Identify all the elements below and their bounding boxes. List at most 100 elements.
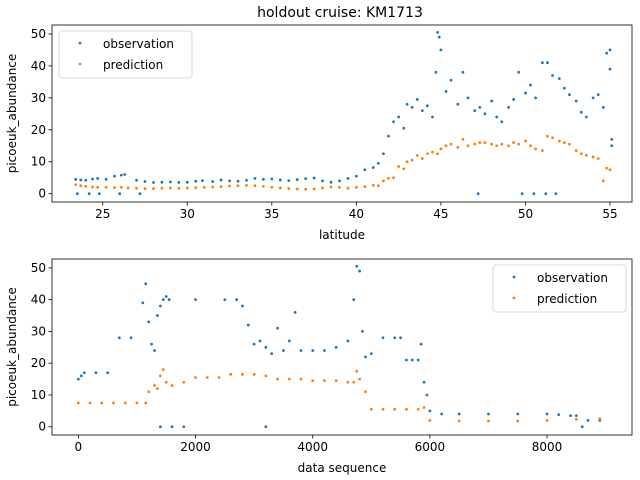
bottom-observation-point <box>235 298 238 302</box>
top-prediction-point <box>253 184 257 188</box>
top-prediction-point <box>278 186 282 190</box>
top-prediction-point <box>219 185 223 189</box>
top-prediction-point <box>270 185 274 189</box>
top-prediction-point <box>321 186 324 190</box>
bottom-observation-point <box>358 269 361 273</box>
bottom-observation-point <box>393 336 397 340</box>
top-observation-point <box>431 115 434 119</box>
top-observation-point <box>591 96 595 100</box>
top-observation-point <box>478 106 482 109</box>
bottom-observation-point <box>586 418 590 422</box>
top-observation-point <box>312 176 316 180</box>
top-prediction-point <box>466 144 470 148</box>
top-xtick-label: 55 <box>602 207 617 221</box>
top-prediction-point <box>236 184 240 188</box>
top-observation-point <box>236 179 240 183</box>
top-observation-point <box>123 173 127 176</box>
top-observation-point <box>601 106 605 109</box>
bottom-prediction-point <box>123 401 127 405</box>
top-observation-point <box>436 30 439 34</box>
top-observation-point <box>118 192 122 196</box>
top-observation-point <box>397 115 401 119</box>
top-observation-point <box>376 161 380 165</box>
top-xtick-label: 50 <box>518 207 533 221</box>
bottom-observation-point <box>264 425 268 429</box>
bottom-prediction-point <box>487 419 490 423</box>
bottom-observation-point <box>94 371 98 375</box>
top-observation-point <box>512 98 516 101</box>
top-observation-point <box>608 67 612 71</box>
bottom-prediction-point <box>516 419 520 423</box>
top-observation-point <box>456 102 460 106</box>
top-prediction-point <box>431 150 434 154</box>
bottom-plot-frame <box>51 258 633 436</box>
top-prediction-point <box>202 185 206 189</box>
top-prediction-point <box>376 184 380 188</box>
bottom-ytick-label: 30 <box>31 324 46 338</box>
bottom-prediction-point <box>299 377 303 381</box>
top-observation-point <box>363 168 367 172</box>
bottom-observation-point <box>580 425 584 429</box>
bottom-prediction-point <box>153 384 156 387</box>
top-prediction-point <box>483 141 487 144</box>
top-ytick-label: 0 <box>38 187 46 201</box>
bottom-prediction-point <box>422 406 426 410</box>
top-prediction-point <box>608 168 612 172</box>
top-observation-point <box>245 178 248 182</box>
bottom-xtick-label: 2000 <box>180 440 211 454</box>
top-prediction-point <box>461 137 465 141</box>
top-observation-point <box>75 192 79 196</box>
bottom-observation-point <box>156 314 159 317</box>
bottom-prediction-point <box>457 419 461 423</box>
top-xtick-label: 40 <box>349 207 364 221</box>
bottom-prediction-point <box>112 401 115 405</box>
top-observation-point <box>113 174 116 178</box>
bottom-observation-point <box>167 298 171 302</box>
bottom-prediction-point <box>194 376 197 379</box>
top-observation-point <box>185 180 189 184</box>
top-observation-point <box>152 181 155 184</box>
bottom-observation-point <box>361 330 364 333</box>
top-observation-point <box>551 74 554 77</box>
bottom-observation-point <box>147 320 151 324</box>
top-prediction-point <box>119 185 123 189</box>
bottom-observation-point <box>241 304 244 308</box>
top-observation-point <box>540 61 544 65</box>
top-observation-point <box>410 106 414 109</box>
top-prediction-point <box>540 149 544 152</box>
top-prediction-point <box>534 147 538 151</box>
top-observation-point <box>444 90 448 93</box>
top-observation-point <box>415 98 419 101</box>
top-legend-prediction-marker <box>78 62 82 66</box>
top-prediction-point <box>425 152 429 156</box>
top-observation-point <box>554 192 558 196</box>
bottom-prediction-point <box>364 390 367 394</box>
top-legend-observation-marker <box>78 41 82 45</box>
top-observation-point <box>382 152 385 156</box>
bottom-observation-point <box>170 425 174 429</box>
bottom-prediction-point <box>276 377 279 381</box>
bottom-observation-point <box>144 282 148 286</box>
top-ytick-label: 50 <box>31 27 46 41</box>
bottom-legend-prediction-marker <box>512 296 516 300</box>
bottom-observation-point <box>79 374 83 378</box>
top-prediction-point <box>500 142 504 146</box>
top-observation-point <box>354 174 358 178</box>
top-observation-point <box>211 180 215 183</box>
bottom-observation-point <box>164 295 168 298</box>
bottom-observation-point <box>161 298 165 302</box>
bottom-observation-point <box>440 412 443 416</box>
top-observation-point <box>138 192 142 196</box>
top-prediction-point <box>402 167 406 171</box>
bottom-observation-point <box>457 412 461 416</box>
bottom-xtick-label: 0 <box>75 440 83 454</box>
top-observation-point <box>177 181 181 184</box>
top-prediction-point <box>295 187 299 191</box>
top-prediction-point <box>546 134 549 138</box>
top-observation-point <box>466 96 470 100</box>
bottom-observation-point <box>287 339 291 343</box>
top-observation-point <box>449 78 453 82</box>
bottom-prediction-point <box>352 380 356 384</box>
top-observation-point <box>278 178 282 182</box>
